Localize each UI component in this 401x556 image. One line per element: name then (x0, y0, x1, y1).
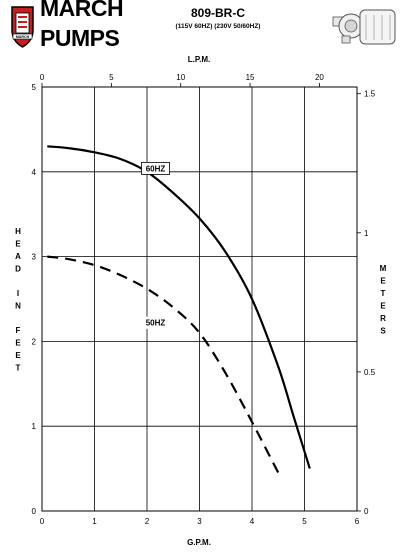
series-labels: 60HZ 50HZ (141, 162, 170, 329)
y-tick-label: 0 (32, 507, 37, 516)
y-title-letter: F (16, 326, 21, 335)
y2-tick-label: 1 (364, 229, 369, 238)
x-tick-label: 1 (92, 517, 97, 526)
y2-title-letter: E (380, 276, 386, 285)
x2-axis-ticks: 0 5 10 15 20 (40, 73, 324, 87)
voltage-subtitle: (115V 60HZ) (230V 50/60HZ) (176, 23, 261, 30)
series-line-50hz (47, 255, 280, 474)
y-title-letter: E (15, 338, 21, 347)
y-title-letter: E (15, 351, 21, 360)
y-title-letter: H (15, 227, 21, 236)
x-tick-label: 6 (355, 517, 360, 526)
x2-tick-label: 15 (246, 73, 255, 82)
march-pumps-logo-icon: MARCH (11, 6, 34, 48)
y-tick-label: 2 (32, 337, 37, 346)
y-tick-label: 4 (32, 168, 37, 177)
series-label-box (141, 162, 170, 175)
y2-title-letter: M (380, 264, 387, 273)
y-title-letter: D (15, 264, 21, 273)
series-label-60hz: 60HZ (146, 164, 166, 173)
x2-axis-title: L.P.M. (188, 55, 211, 64)
series-line-60hz (47, 145, 311, 469)
y2-title-letter: S (380, 326, 386, 335)
series-label-box (141, 316, 170, 329)
y2-title-letter: T (381, 289, 386, 298)
x-tick-label: 0 (40, 517, 45, 526)
x2-tick-label: 10 (176, 73, 185, 82)
x2-tick-label: 20 (315, 73, 324, 82)
plot-frame (41, 86, 358, 512)
y2-tick-label: 1.5 (364, 90, 376, 99)
pump-illustration-icon (332, 9, 396, 45)
y2-title-letter: E (380, 301, 386, 310)
y-tick-label: 1 (32, 422, 37, 431)
x-axis-ticks: 0 1 2 3 4 5 6 (40, 517, 360, 526)
y-title-letter: I (17, 289, 19, 298)
logo-text: MARCH (16, 35, 30, 39)
x-tick-label: 4 (250, 517, 255, 526)
x-tick-label: 5 (302, 517, 307, 526)
y-title-letter: A (15, 252, 21, 261)
x2-tick-label: 0 (40, 73, 45, 82)
model-title: 809-BR-C (191, 6, 245, 20)
y2-axis-ticks: 0 0.5 1 1.5 (357, 90, 376, 516)
y-title-letter: T (16, 363, 21, 372)
y-title-letter: E (15, 239, 21, 248)
series-group (47, 145, 311, 474)
y2-title-letter: R (380, 314, 386, 323)
y-tick-label: 3 (32, 253, 37, 262)
brand-line-1: MARCH (40, 0, 123, 21)
x-tick-label: 2 (145, 517, 150, 526)
brand-line-2: PUMPS (40, 25, 119, 51)
y2-tick-label: 0.5 (364, 368, 376, 377)
header: MARCH MARCH PUMPS 809-BR-C (115V 60HZ) (… (11, 0, 396, 51)
y-title-letter: N (15, 301, 21, 310)
series-label-50hz: 50HZ (146, 319, 166, 328)
x-axis-title: G.P.M. (187, 538, 211, 547)
x2-tick-label: 5 (109, 73, 114, 82)
y-tick-label: 5 (32, 83, 37, 92)
y2-tick-label: 0 (364, 507, 369, 516)
y-axis-ticks: 0 1 2 3 4 5 (32, 83, 37, 516)
x-tick-label: 3 (197, 517, 202, 526)
